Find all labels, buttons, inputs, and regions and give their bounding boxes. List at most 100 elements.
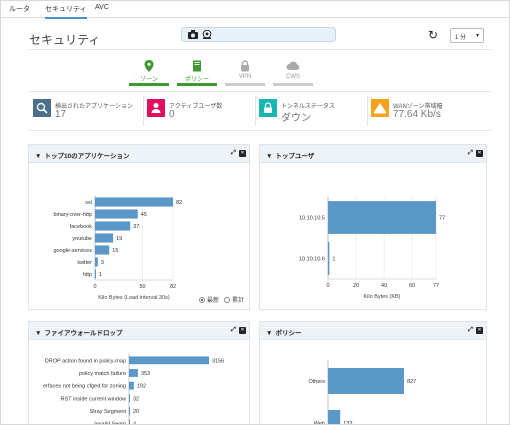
close-icon[interactable]: ✕ [239, 150, 246, 157]
data-label: 353 [141, 371, 150, 377]
mode-tab-cws[interactable]: CWS [273, 57, 313, 86]
stat-divider [255, 96, 256, 126]
x-axis-label: Kilo Bytes (KB) [364, 294, 401, 300]
stat-divider [143, 96, 144, 126]
panel-header: ▼ トップ10のアプリケーション ⤢ ✕ [29, 145, 249, 163]
category-label: Web [314, 421, 325, 425]
stat-label: アクティブユーザ数 [169, 104, 223, 110]
data-label: 3156 [212, 358, 224, 364]
expand-icon[interactable]: ⤢ [468, 150, 473, 156]
bar [328, 201, 436, 234]
bar [129, 407, 130, 415]
data-label: 32 [133, 396, 139, 402]
category-label: 10.10.10.6 [299, 257, 325, 263]
bar [328, 367, 404, 395]
expand-icon[interactable]: ⤢ [231, 327, 236, 333]
tab-router[interactable]: ルータ [9, 6, 30, 13]
data-label: 82 [176, 200, 182, 206]
panel-title[interactable]: ▼ ポリシー [266, 330, 302, 337]
category-label: 10.10.10.5 [299, 216, 325, 222]
data-label: 37 [133, 224, 139, 230]
x-tick-label: 82 [170, 284, 176, 290]
router-icon [202, 30, 212, 39]
mode-tab-policy[interactable]: ポリシー [177, 57, 217, 86]
lock-icon [241, 60, 249, 72]
bar [328, 242, 330, 275]
close-icon[interactable]: ✕ [476, 150, 483, 157]
panel-top-apps: ▼ トップ10のアプリケーション ⤢ ✕ 0 50 82 ssl 82 binary-ove… [28, 144, 250, 310]
category-label: DROP action found in policy-map [45, 358, 126, 364]
bar [328, 409, 341, 424]
stat-value: 0 [169, 109, 175, 120]
category-label: twitter [77, 260, 92, 266]
page-title: セキュリティ [29, 33, 101, 47]
panel-header: ▼ ファイアウォールドロップ ⤢ ✕ [29, 322, 249, 340]
search-icon [33, 99, 51, 117]
panel-title[interactable]: ▼ トップ10のアプリケーション [35, 153, 130, 160]
bar [95, 245, 110, 255]
firewall-drops-chart: DROP action found in policy-map 3156 polic… [43, 354, 224, 424]
tab-security[interactable]: セキュリティ [45, 4, 87, 19]
device-selector[interactable] [181, 27, 336, 42]
panel-top-users: ▼ トップユーザ ⤢ ✕ 0 20 40 60 77 10.10.10.5 77 10.10.1… [259, 144, 487, 310]
panel-header: ▼ ポリシー ⤢ ✕ [260, 322, 486, 340]
cloud-icon [286, 61, 300, 70]
expand-icon[interactable]: ⤢ [231, 150, 236, 156]
bar [129, 369, 138, 377]
data-label: 133 [343, 421, 352, 425]
interval-select[interactable]: 1 分 ▾ [450, 28, 484, 43]
tab-avc[interactable]: AVC [95, 4, 109, 11]
mode-tab-vpn[interactable]: VPN [225, 57, 265, 86]
chevron-down-icon: ▾ [475, 33, 479, 39]
user-icon [147, 99, 165, 117]
data-label: 3 [101, 260, 104, 266]
bar [95, 197, 173, 207]
x-tick-label: 77 [433, 283, 439, 289]
panel-title[interactable]: ▼ ファイアウォールドロップ [35, 330, 123, 337]
panel-firewall-drops: ▼ ファイアウォールドロップ ⤢ ✕ DROP action found in p… [28, 321, 250, 424]
mode-tab-zone[interactable]: ゾーン [129, 57, 169, 86]
map-pin-icon [144, 60, 154, 72]
data-label: 77 [439, 216, 445, 222]
panel-title[interactable]: ▼ トップユーザ [266, 153, 315, 160]
stat-label: トンネルステータス [281, 104, 335, 110]
category-label: youtube [72, 236, 92, 242]
policy-chart: Others 827 Web 133 [308, 360, 416, 425]
category-label: http [83, 272, 92, 278]
refresh-icon[interactable]: ↻ [428, 28, 439, 42]
top-nav: ルータ セキュリティ AVC [1, 1, 509, 19]
category-label: RST inside current window [61, 396, 126, 402]
mode-tab-label: ゾーン [140, 77, 158, 83]
x-tick-label: 40 [381, 283, 387, 289]
speed-icon [371, 99, 389, 117]
radio-cumulative[interactable]: 累計 [224, 297, 244, 304]
data-label: 192 [137, 384, 146, 390]
radio-latest[interactable]: 最新 [199, 297, 219, 304]
close-icon[interactable]: ✕ [239, 327, 246, 334]
expand-icon[interactable]: ⤢ [468, 327, 473, 333]
category-label: ssl [85, 200, 92, 206]
interval-value: 1 分 [455, 35, 467, 41]
bar [129, 394, 130, 403]
bar [129, 356, 209, 365]
panel-header: ▼ トップユーザ ⤢ ✕ [260, 145, 486, 163]
category-label: facebook [70, 224, 93, 230]
category-label: google-services [53, 248, 92, 254]
x-axis-label: Kilo Bytes (Load interval 30s) [98, 295, 170, 301]
data-label: 45 [141, 212, 147, 218]
bar [95, 233, 114, 243]
data-label: 15 [112, 248, 118, 254]
mode-tab-label: CWS [286, 74, 300, 80]
category-label: policy match failure [79, 371, 126, 377]
stat-value: ダウン [281, 113, 311, 124]
book-icon [193, 60, 201, 72]
bar [129, 419, 130, 424]
panel-policy: ▼ ポリシー ⤢ ✕ Others 827 Web 133 [259, 321, 487, 425]
x-tick-label: 0 [93, 284, 96, 290]
header-divider [29, 49, 491, 50]
top-apps-chart: 0 50 82 ssl 82 binary-over-http 45 facebook 37 yo… [53, 196, 182, 301]
mode-tab-label: VPN [238, 74, 252, 80]
bar [95, 221, 131, 231]
stat-value: 17 [55, 109, 67, 120]
close-icon[interactable]: ✕ [476, 327, 483, 334]
